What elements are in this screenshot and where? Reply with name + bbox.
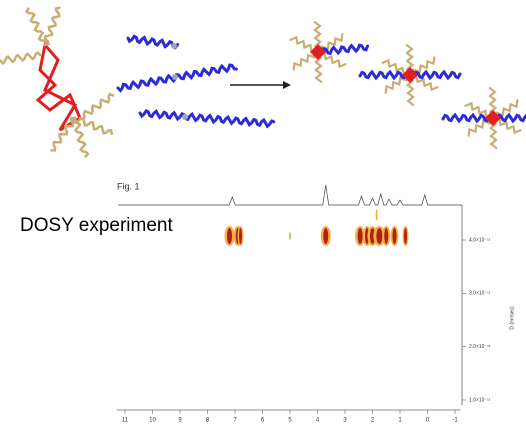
contour xyxy=(289,232,291,240)
contour-core xyxy=(323,228,328,244)
y-axis-label: D (m²/sec) xyxy=(509,306,515,330)
contour xyxy=(376,209,378,221)
x-tick-label: 5 xyxy=(288,418,292,424)
illustration xyxy=(0,8,526,157)
x-tick-label: 8 xyxy=(206,418,210,424)
contour-core xyxy=(404,228,407,244)
x-tick-label: 1 xyxy=(398,418,402,424)
x-tick-label: 4 xyxy=(316,418,320,424)
contour-core xyxy=(376,228,382,244)
x-tick-label: 10 xyxy=(149,418,156,424)
projection xyxy=(118,185,462,205)
contour-core xyxy=(384,228,388,244)
y-tick-label: 4.0×10⁻¹¹ xyxy=(469,237,491,243)
x-tick-label: 6 xyxy=(261,418,265,424)
chain xyxy=(0,53,40,64)
contour-core xyxy=(358,228,363,244)
x-tick-label: -1 xyxy=(452,418,458,424)
caption: DOSY experiment xyxy=(20,215,173,236)
x-tick-label: 2 xyxy=(371,418,375,424)
chain xyxy=(27,9,47,45)
figure-label: Fig. 1 xyxy=(117,181,140,191)
x-tick-label: 11 xyxy=(122,418,129,424)
contour-core xyxy=(227,228,232,244)
contour-core xyxy=(239,228,242,244)
chain xyxy=(128,36,178,47)
chain xyxy=(45,8,60,45)
y-tick-label: 3.0×10⁻¹¹ xyxy=(469,291,491,297)
chain xyxy=(140,111,274,126)
figure: Fig. 1 DOSY experiment 11109876543210-14… xyxy=(0,0,526,426)
end-group xyxy=(172,74,178,80)
end-group xyxy=(171,43,177,49)
end-group xyxy=(182,114,188,120)
y-tick-label: 2.0×10⁻¹¹ xyxy=(469,344,491,350)
x-tick-label: 0 xyxy=(426,418,430,424)
y-tick-label: 1.0×10⁻¹¹ xyxy=(469,397,491,403)
x-tick-label: 3 xyxy=(343,418,347,424)
chain xyxy=(80,94,113,119)
arrowhead xyxy=(283,81,291,89)
x-tick-label: 7 xyxy=(233,418,237,424)
contour-core xyxy=(393,228,397,244)
x-tick-label: 9 xyxy=(178,418,182,424)
